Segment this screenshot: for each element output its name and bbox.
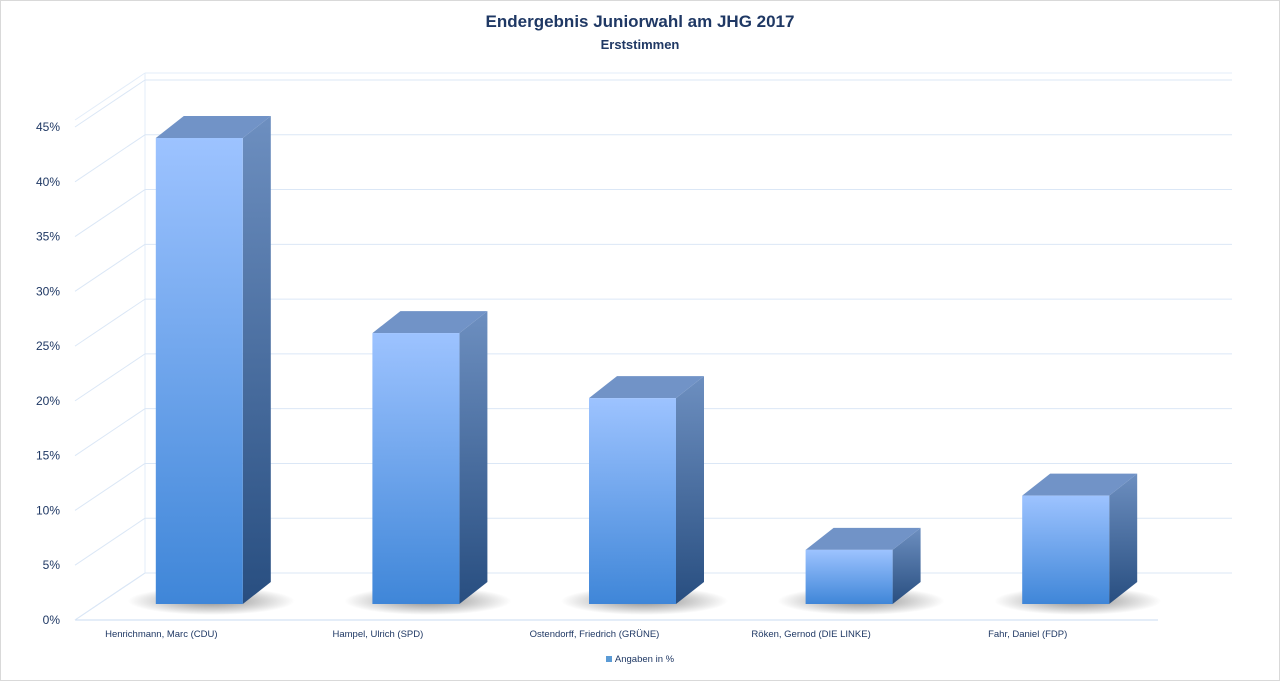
gridline-side — [74, 134, 146, 183]
gridline-side — [74, 353, 146, 402]
legend-swatch — [605, 656, 612, 662]
x-tick-label: Röken, Gernod (DIE LINKE) — [751, 629, 870, 640]
gridline-side — [74, 298, 146, 347]
chart-title: Endergebnis Juniorwahl am JHG 2017 — [485, 12, 795, 31]
bar — [589, 398, 676, 604]
bar-top — [805, 527, 921, 550]
bar-side — [459, 311, 488, 604]
x-tick-label: Fahr, Daniel (FDP) — [988, 629, 1067, 640]
y-tick-label: 40% — [36, 175, 60, 189]
x-tick-label: Henrichmann, Marc (CDU) — [105, 629, 217, 640]
bar-side — [1109, 473, 1138, 604]
gridline-side — [74, 517, 146, 566]
bar-top — [589, 376, 704, 399]
gridline-side — [74, 572, 146, 621]
bar — [155, 138, 243, 604]
y-tick-label: 45% — [36, 120, 60, 134]
gridline-side — [74, 463, 146, 511]
bar — [805, 549, 893, 604]
y-tick-label: 30% — [36, 284, 60, 298]
x-tick-label: Ostendorff, Friedrich (GRÜNE) — [530, 629, 660, 640]
chart-subtitle: Erststimmen — [600, 37, 680, 52]
gridline-side — [74, 72, 146, 121]
y-tick-label: 35% — [36, 230, 60, 244]
bar-side — [676, 376, 704, 604]
bar — [372, 333, 460, 604]
gridline-side — [74, 243, 146, 292]
y-tick-label: 5% — [43, 558, 61, 572]
gridline-side — [74, 408, 146, 457]
y-tick-label: 0% — [43, 613, 61, 627]
y-tick-label: 10% — [36, 503, 60, 517]
bar-top — [372, 311, 488, 334]
x-tick-label: Hampel, Ulrich (SPD) — [333, 629, 424, 640]
y-tick-label: 25% — [36, 339, 60, 353]
bar-side — [892, 527, 921, 604]
bar-top — [1022, 473, 1138, 496]
y-tick-label: 15% — [36, 449, 60, 463]
gridline-side — [74, 79, 146, 128]
chart-legend: Angaben in % — [0, 654, 1280, 665]
bar — [1022, 495, 1110, 604]
gridline-side — [74, 189, 146, 237]
bar-top — [155, 116, 271, 138]
legend-label: Angaben in % — [614, 654, 675, 665]
y-tick-label: 20% — [36, 394, 60, 408]
bar-side — [242, 116, 271, 604]
